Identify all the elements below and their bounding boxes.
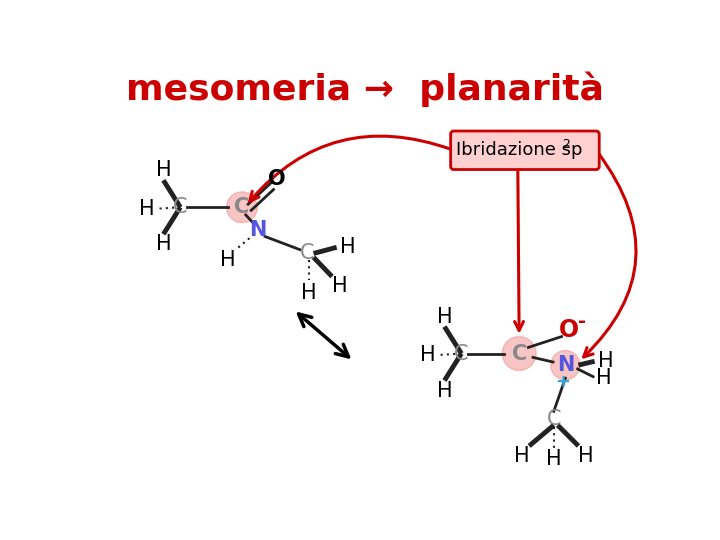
Circle shape <box>503 336 536 370</box>
Text: N: N <box>557 355 574 375</box>
Text: H: H <box>513 446 529 466</box>
Text: H: H <box>340 237 355 257</box>
Text: H: H <box>596 368 612 388</box>
Text: H: H <box>220 249 236 269</box>
Text: -: - <box>577 312 585 330</box>
Text: O: O <box>268 169 285 189</box>
Text: C: C <box>300 244 315 264</box>
Circle shape <box>551 350 580 380</box>
Text: H: H <box>156 160 171 180</box>
Text: H: H <box>436 381 452 401</box>
Circle shape <box>227 192 257 222</box>
Text: 2: 2 <box>562 138 570 151</box>
Text: C: C <box>454 343 469 363</box>
Text: N: N <box>248 220 266 240</box>
Text: H: H <box>301 284 317 303</box>
Text: Ibridazione sp: Ibridazione sp <box>456 141 582 159</box>
Text: H: H <box>546 449 562 469</box>
Text: H: H <box>578 446 594 466</box>
Text: H: H <box>156 234 171 254</box>
Text: +: + <box>556 373 570 391</box>
Text: C: C <box>173 197 188 217</box>
Text: C: C <box>511 343 527 363</box>
Text: H: H <box>139 199 154 219</box>
Text: C: C <box>234 197 250 217</box>
Text: H: H <box>420 345 436 365</box>
Text: O: O <box>559 319 580 342</box>
Text: H: H <box>436 307 452 327</box>
Text: H: H <box>332 276 348 296</box>
Text: H: H <box>598 351 613 372</box>
Text: C: C <box>546 409 561 429</box>
Text: mesomeria →  planarità: mesomeria → planarità <box>126 72 604 107</box>
FancyBboxPatch shape <box>451 131 599 170</box>
